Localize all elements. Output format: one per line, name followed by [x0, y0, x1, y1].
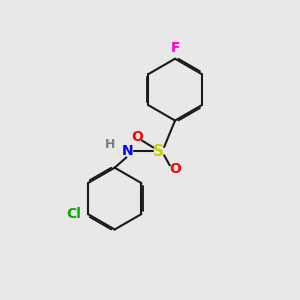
- Text: S: S: [153, 144, 164, 159]
- Text: O: O: [169, 162, 181, 176]
- Text: N: N: [122, 145, 134, 158]
- Text: Cl: Cl: [67, 207, 81, 221]
- Text: F: F: [170, 41, 180, 55]
- Text: O: O: [131, 130, 143, 144]
- Text: H: H: [105, 138, 116, 151]
